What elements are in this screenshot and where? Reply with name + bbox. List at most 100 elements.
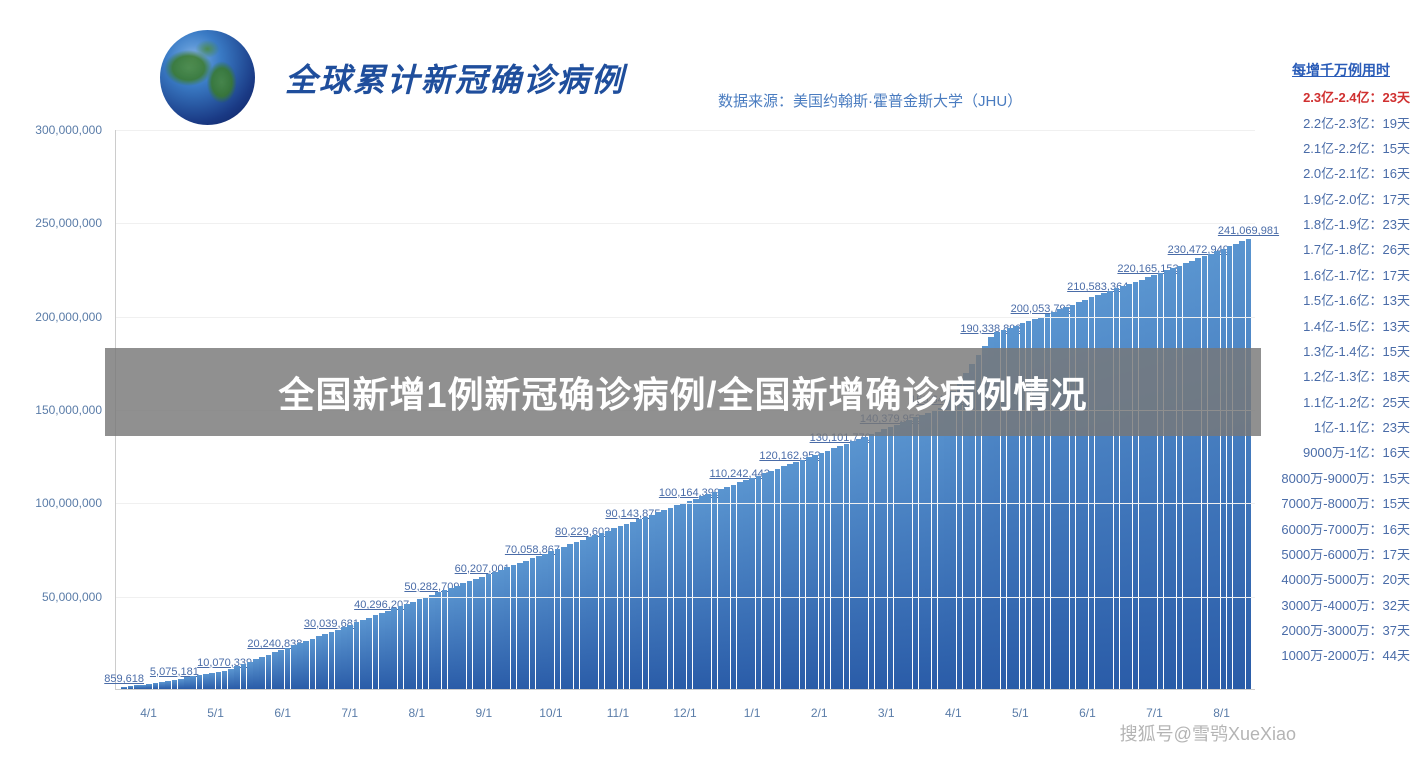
sidebar-row: 4000万-5000万：20天 [1266, 566, 1416, 591]
bar [592, 535, 598, 689]
sidebar-row: 1.8亿-1.9亿：23天 [1266, 211, 1416, 236]
x-tick-label: 8/1 [1188, 706, 1255, 720]
bar [567, 544, 573, 689]
bar [825, 451, 831, 690]
globe-icon [160, 30, 255, 125]
gridline [116, 317, 1255, 318]
bar [146, 684, 152, 689]
bar [511, 565, 517, 689]
x-tick-label: 4/1 [920, 706, 987, 720]
y-tick-label: 150,000,000 [35, 403, 102, 417]
sidebar-row: 1亿-1.1亿：23天 [1266, 414, 1416, 439]
bar [806, 457, 812, 689]
bar [881, 429, 887, 689]
bar: 110,242,443 [737, 482, 743, 689]
sidebar-row: 2.0亿-2.1亿：16天 [1266, 160, 1416, 185]
x-tick-label: 5/1 [987, 706, 1054, 720]
y-axis: 50,000,000100,000,000150,000,000200,000,… [30, 130, 110, 690]
bar: 10,070,339 [222, 671, 228, 689]
bar [216, 672, 222, 689]
bar [862, 437, 868, 690]
x-axis: 4/15/16/17/18/19/110/111/112/11/12/13/14… [115, 706, 1255, 720]
x-tick-label: 12/1 [652, 706, 719, 720]
sidebar-row: 1.3亿-1.4亿：15天 [1266, 338, 1416, 363]
bar [793, 462, 799, 689]
overlay-banner: 全国新增1例新冠确诊病例/全国新增确诊病例情况 [105, 348, 1261, 436]
bar [347, 625, 353, 689]
bar: 241,069,981 [1246, 239, 1252, 689]
bar [184, 677, 190, 689]
bar [555, 549, 561, 689]
bar [492, 572, 498, 689]
bar [705, 494, 711, 689]
bar [875, 432, 881, 689]
sidebar-row: 1.4亿-1.5亿：13天 [1266, 312, 1416, 337]
bar [599, 533, 605, 689]
bar [1189, 261, 1195, 689]
bar [749, 478, 755, 689]
bar [410, 602, 416, 689]
bar [643, 517, 649, 689]
sidebar-row: 1.5亿-1.6亿：13天 [1266, 287, 1416, 312]
bar [203, 674, 209, 689]
bar [542, 554, 548, 689]
sidebar-row: 3000万-4000万：32天 [1266, 592, 1416, 617]
bar [297, 643, 303, 689]
bar [1164, 270, 1170, 689]
bar [718, 489, 724, 689]
bar [812, 455, 818, 689]
bar: 30,039,681 [329, 632, 335, 689]
bar [266, 655, 272, 689]
bar [932, 410, 938, 689]
bar [1158, 273, 1164, 689]
bar [586, 537, 592, 689]
bar: 150,848,483 [938, 408, 944, 689]
bar [743, 480, 749, 689]
x-tick-label: 6/1 [249, 706, 316, 720]
bar [1183, 263, 1189, 689]
bar [1133, 282, 1139, 689]
bar [517, 563, 523, 689]
gridline [116, 503, 1255, 504]
bar [398, 606, 404, 689]
bar: 20,240,838 [272, 652, 278, 689]
bar: 100,164,399 [687, 501, 693, 689]
bar [1239, 241, 1245, 689]
x-tick-label: 6/1 [1054, 706, 1121, 720]
bar [404, 604, 410, 689]
bar [423, 597, 429, 689]
bar [1120, 286, 1126, 689]
y-tick-label: 250,000,000 [35, 216, 102, 230]
bar [1202, 256, 1208, 689]
data-source: 数据来源：美国约翰斯·霍普金斯大学（JHU） [718, 90, 1022, 111]
sidebar: 每增千万例用时 2.3亿-2.4亿：23天2.2亿-2.3亿：19天2.1亿-2… [1266, 60, 1416, 668]
bar [913, 417, 919, 689]
bar [731, 485, 737, 689]
bar [1227, 246, 1233, 689]
x-tick-label: 2/1 [786, 706, 853, 720]
bar [1233, 244, 1239, 689]
sidebar-row: 1.6亿-1.7亿：17天 [1266, 262, 1416, 287]
bar [354, 622, 360, 689]
bar: 60,207,001 [479, 577, 485, 689]
bar: 90,143,875 [630, 522, 636, 689]
bar [668, 508, 674, 689]
bar [454, 586, 460, 689]
bar [536, 556, 542, 689]
sidebar-row: 8000万-9000万：15天 [1266, 465, 1416, 490]
sidebar-row: 6000万-7000万：16天 [1266, 515, 1416, 540]
bar [624, 524, 630, 689]
bar [1126, 284, 1132, 689]
bar [165, 681, 171, 689]
x-tick-label: 9/1 [450, 706, 517, 720]
x-tick-label: 3/1 [853, 706, 920, 720]
gridline [116, 130, 1255, 131]
bar [1221, 249, 1227, 689]
bar [486, 574, 492, 689]
watermark: 搜狐号@雪鸮XueXiao [1120, 720, 1296, 746]
bar: 230,472,949 [1195, 258, 1201, 689]
bar [241, 664, 247, 689]
sidebar-row: 2.2亿-2.3亿：19天 [1266, 109, 1416, 134]
bar [435, 592, 441, 689]
bar [548, 551, 554, 689]
